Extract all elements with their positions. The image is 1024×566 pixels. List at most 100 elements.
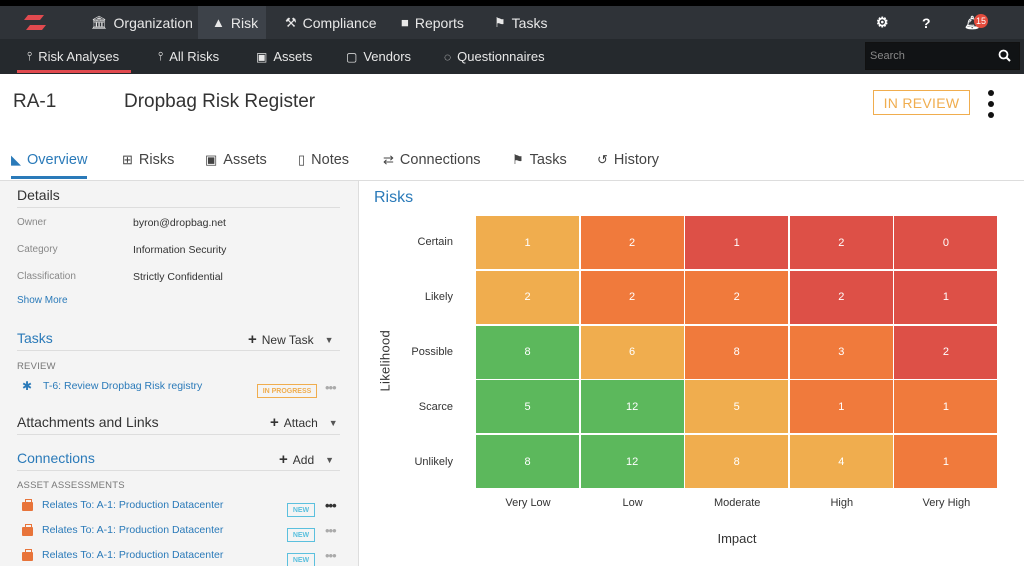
search-input[interactable] [866, 50, 986, 62]
y-axis-title: Likelihood [377, 329, 393, 392]
briefcase-icon: ▣ [256, 49, 268, 64]
detail-value-classification: Strictly Confidential [133, 271, 223, 283]
tasks-heading[interactable]: Tasks [17, 330, 53, 346]
heatmap-cell[interactable]: 12 [580, 380, 684, 434]
tab-history[interactable]: ↺ History [597, 144, 659, 176]
tab-label: Risks [138, 152, 175, 168]
new-task-button[interactable]: + New Task ▼ [248, 331, 333, 348]
heatmap-cell[interactable]: 2 [894, 325, 998, 379]
exchange-icon: ⇄ [383, 152, 394, 167]
connection-more-icon[interactable]: ••• [325, 548, 337, 563]
tab-connections[interactable]: ⇄ Connections [383, 144, 481, 176]
connections-heading[interactable]: Connections [17, 450, 95, 466]
y-tick-label: Scarce [418, 400, 453, 413]
tab-label: Notes [311, 152, 350, 168]
tab-tasks[interactable]: ⚑ Tasks [512, 144, 567, 176]
heatmap-cell[interactable]: 2 [580, 270, 684, 324]
plus-icon: + [279, 451, 288, 468]
heatmap-cell[interactable]: 2 [685, 270, 789, 324]
connection-more-icon[interactable]: ••• [325, 498, 337, 513]
add-label: Add [292, 452, 315, 467]
heatmap-cell[interactable]: 3 [789, 325, 893, 379]
connection-more-icon[interactable]: ••• [325, 523, 337, 538]
sub-nav-label: Vendors [363, 49, 412, 64]
connection-link[interactable]: Relates To: A-1: Production Datacenter [42, 524, 224, 536]
tab-overview[interactable]: ◣ Overview [11, 144, 88, 179]
top-nav-risk[interactable]: ▲ Risk [198, 6, 266, 39]
tab-assets[interactable]: ▣ Assets [205, 144, 267, 176]
heatmap-cell[interactable]: 1 [894, 270, 998, 324]
flag-icon: ⚑ [494, 14, 506, 30]
heatmap-cell[interactable]: 2 [580, 216, 684, 269]
tab-notes[interactable]: ▯ Notes [298, 144, 349, 176]
detail-key: Classification [17, 271, 76, 282]
heatmap-cell[interactable]: 6 [580, 325, 684, 379]
y-tick-label: Certain [417, 236, 453, 249]
heatmap-cell[interactable]: 2 [476, 270, 579, 324]
area-chart-icon: ◣ [11, 152, 21, 167]
heatmap-cell[interactable]: 0 [894, 216, 998, 269]
chevron-down-icon[interactable]: ▼ [328, 417, 338, 428]
top-nav-compliance[interactable]: ⚒ Compliance [285, 6, 377, 39]
heatmap-cell[interactable]: 4 [789, 435, 893, 489]
chevron-down-icon[interactable]: ▼ [324, 334, 334, 345]
gear-icon[interactable]: ⚙ [876, 14, 889, 30]
task-link[interactable]: T-6: Review Dropbag Risk registry [43, 380, 203, 392]
heatmap-cell[interactable]: 8 [476, 435, 579, 489]
connection-link[interactable]: Relates To: A-1: Production Datacenter [42, 549, 224, 561]
flag-icon: ⚑ [512, 152, 524, 167]
sub-nav-all-risks[interactable]: ⫯ All Risks [158, 39, 219, 74]
top-nav-label: Tasks [511, 14, 548, 31]
heatmap-cell[interactable]: 5 [476, 380, 579, 434]
logo-icon[interactable] [22, 13, 48, 33]
gavel-icon: ⚒ [285, 14, 297, 30]
heatmap-cell[interactable]: 8 [685, 325, 789, 379]
task-more-icon[interactable]: ••• [325, 380, 337, 395]
sub-nav-vendors[interactable]: ▢ Vendors [346, 39, 411, 74]
heatmap-cell[interactable]: 1 [894, 435, 998, 489]
task-group-label: REVIEW [17, 361, 56, 372]
show-more-link[interactable]: Show More [17, 295, 68, 306]
more-options-icon[interactable] [984, 90, 998, 118]
heatmap-cell[interactable]: 12 [580, 435, 684, 489]
heatmap-cell[interactable]: 1 [685, 216, 789, 269]
attach-button[interactable]: + Attach ▼ [270, 414, 338, 431]
attach-label: Attach [283, 415, 318, 430]
table-icon: ⊞ [122, 152, 133, 167]
heatmap-cell[interactable]: 1 [476, 216, 579, 269]
heatmap-cell[interactable]: 1 [789, 380, 893, 434]
page-title: Dropbag Risk Register [124, 91, 316, 112]
status-badge[interactable]: IN REVIEW [873, 90, 970, 115]
history-icon: ↺ [597, 152, 608, 167]
notification-count-badge: 15 [974, 14, 989, 28]
shopping-bag-icon: ▢ [346, 49, 358, 64]
top-nav-organization[interactable]: 🏛︎ Organization [91, 6, 193, 39]
heatmap-cell[interactable]: 2 [789, 270, 893, 324]
new-badge: NEW [287, 553, 315, 566]
connection-group-label: ASSET ASSESSMENTS [17, 480, 125, 491]
connection-link[interactable]: Relates To: A-1: Production Datacenter [42, 499, 224, 511]
heatmap-cell[interactable]: 2 [789, 216, 893, 269]
sub-nav-questionnaires[interactable]: ◌ Questionnaires [444, 39, 545, 74]
tab-label: Connections [399, 152, 481, 168]
heatmap-cell[interactable]: 5 [685, 380, 789, 434]
x-tick-label: Moderate [713, 497, 761, 509]
heatmap-cell[interactable]: 1 [894, 380, 998, 434]
top-nav-label: Compliance [302, 14, 377, 31]
sub-nav-assets[interactable]: ▣ Assets [256, 39, 312, 74]
tab-risks[interactable]: ⊞ Risks [122, 144, 174, 176]
top-nav-tasks[interactable]: ⚑ Tasks [494, 6, 547, 39]
sub-nav-label: Assets [273, 49, 313, 64]
help-icon[interactable]: ? [922, 14, 931, 31]
detail-value-category: Information Security [133, 244, 227, 256]
new-badge: NEW [287, 528, 315, 542]
search-icon[interactable] [998, 49, 1011, 62]
sub-nav-risk-analyses[interactable]: ⫯ Risk Analyses [16, 39, 132, 74]
heatmap-cell[interactable]: 8 [476, 325, 579, 379]
top-nav-reports[interactable]: ■ Reports [401, 6, 464, 39]
chevron-down-icon[interactable]: ▼ [325, 454, 335, 465]
add-connection-button[interactable]: + Add ▼ [279, 451, 334, 468]
heatmap-cell[interactable]: 8 [685, 435, 789, 489]
y-tick-label: Possible [411, 346, 453, 358]
x-tick-label: High [830, 497, 854, 509]
